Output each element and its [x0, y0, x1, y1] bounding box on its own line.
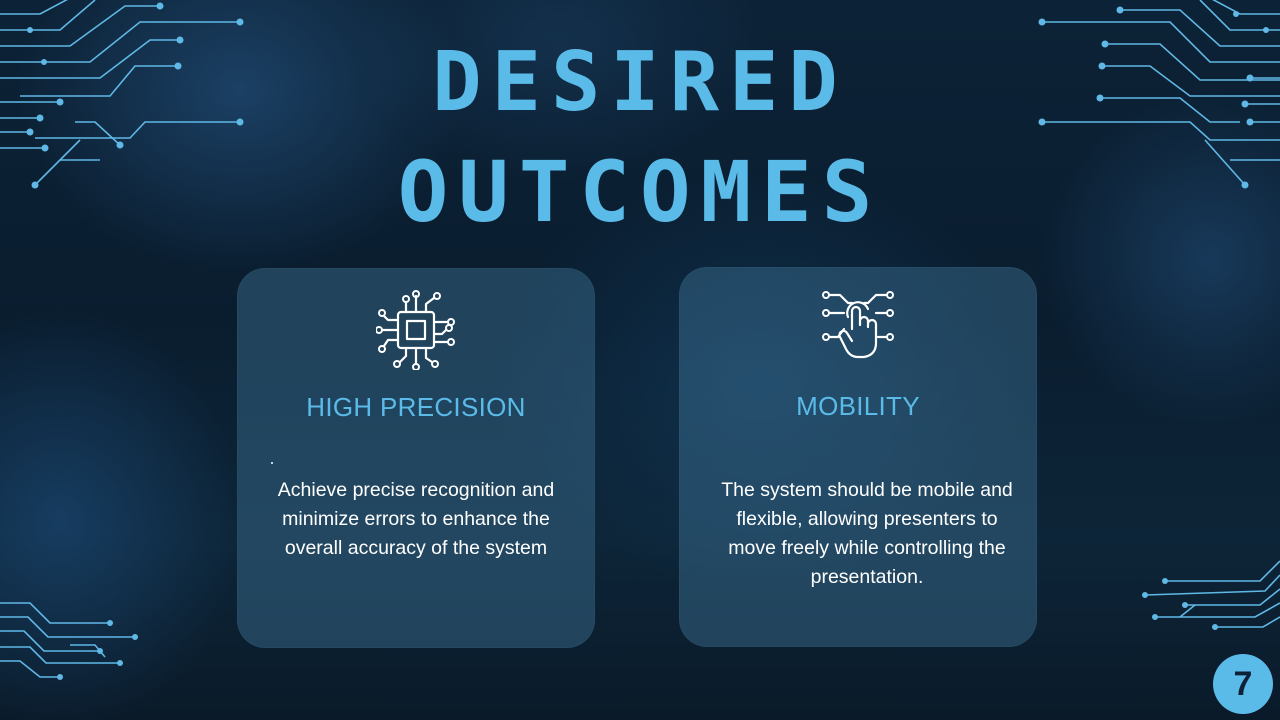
circuit-decoration-bottom-left: [0, 602, 138, 680]
touch-hand-icon: [818, 289, 898, 369]
card-heading: MOBILITY: [796, 391, 920, 421]
page-number-badge: 7: [1213, 654, 1273, 714]
outcome-card-mobility: MOBILITY The system should be mobile and…: [679, 267, 1037, 647]
outcome-card-high-precision: HIGH PRECISION Achieve precise recogniti…: [237, 268, 595, 648]
circuit-decoration-bottom-right: [1142, 560, 1280, 630]
processor-chip-icon: [375, 290, 456, 371]
card-heading: HIGH PRECISION: [306, 392, 526, 422]
card-description: Achieve precise recognition and minimize…: [277, 479, 555, 559]
circuit-decoration-top-right: [1038, 0, 1280, 189]
circuit-decoration-top-left: [0, 0, 244, 189]
card-description: The system should be mobile and flexible…: [721, 479, 1013, 588]
slide-title-line-1: DESIRED: [432, 35, 848, 130]
stray-dot-marker: [271, 462, 273, 464]
slide-title-line-2: OUTCOMES: [397, 143, 883, 241]
